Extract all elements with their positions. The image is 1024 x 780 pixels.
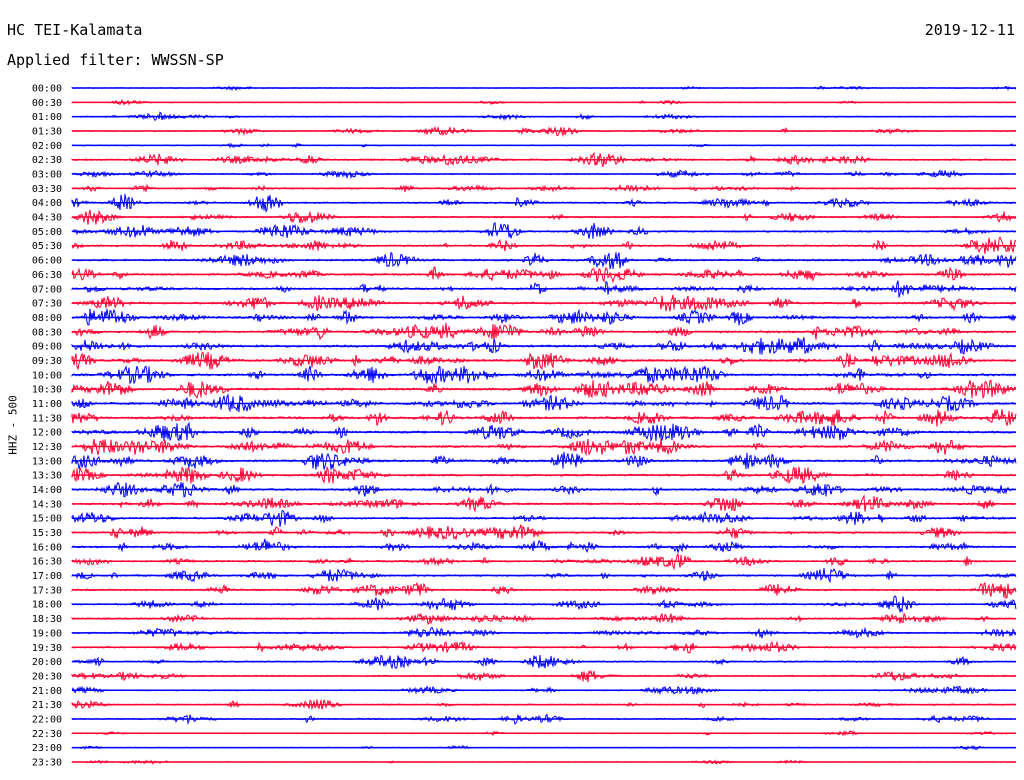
time-tick-label: 03:30	[32, 184, 62, 195]
time-tick-label: 15:00	[32, 514, 62, 525]
time-tick-label: 09:30	[32, 356, 62, 367]
time-tick-label: 13:00	[32, 456, 62, 467]
time-tick-labels: 00:00 00:30 01:00 01:30 02:00 02:30 03:00 03:30…	[32, 84, 62, 769]
time-tick-label: 14:30	[32, 499, 62, 510]
time-tick-label: 03:00	[32, 170, 62, 181]
seismic-traces	[71, 85, 1017, 765]
time-tick-label: 01:00	[32, 112, 62, 123]
time-tick-label: 10:00	[32, 370, 62, 381]
time-tick-label: 15:30	[32, 528, 62, 539]
time-tick-label: 07:00	[32, 284, 62, 295]
time-tick-label: 22:30	[32, 729, 62, 740]
time-tick-label: 20:00	[32, 657, 62, 668]
time-tick-label: 12:30	[32, 442, 62, 453]
time-tick-label: 11:00	[32, 399, 62, 410]
time-tick-label: 12:00	[32, 428, 62, 439]
time-tick-label: 21:00	[32, 686, 62, 697]
time-tick-label: 14:00	[32, 485, 62, 496]
time-tick-label: 04:00	[32, 198, 62, 209]
time-tick-label: 18:00	[32, 600, 62, 611]
trace-row-1600	[71, 538, 1017, 554]
time-tick-label: 22:00	[32, 714, 62, 725]
time-tick-label: 23:30	[32, 757, 62, 768]
station-title: HC TEI-Kalamata	[7, 21, 143, 39]
time-tick-label: 16:30	[32, 557, 62, 568]
filter-label: Applied filter: WWSSN-SP	[7, 51, 224, 69]
time-tick-label: 02:30	[32, 155, 62, 166]
time-tick-label: 17:00	[32, 571, 62, 582]
time-tick-label: 20:30	[32, 671, 62, 682]
time-tick-label: 00:30	[32, 98, 62, 109]
time-tick-label: 18:30	[32, 614, 62, 625]
time-tick-label: 13:30	[32, 471, 62, 482]
date-label: 2019-12-11	[924, 21, 1015, 39]
time-tick-label: 09:00	[32, 342, 62, 353]
time-tick-label: 05:00	[32, 227, 62, 238]
time-tick-label: 21:30	[32, 700, 62, 711]
time-tick-label: 06:00	[32, 256, 62, 267]
time-tick-label: 10:30	[32, 385, 62, 396]
time-tick-label: 02:00	[32, 141, 62, 152]
time-tick-label: 23:00	[32, 743, 62, 754]
time-tick-label: 19:00	[32, 628, 62, 639]
time-tick-label: 17:30	[32, 585, 62, 596]
time-tick-label: 11:30	[32, 413, 62, 424]
time-tick-label: 07:30	[32, 299, 62, 310]
time-tick-label: 05:30	[32, 241, 62, 252]
time-tick-label: 08:00	[32, 313, 62, 324]
time-tick-label: 06:30	[32, 270, 62, 281]
time-tick-label: 08:30	[32, 327, 62, 338]
trace-row-1700	[71, 567, 1017, 584]
time-tick-label: 04:30	[32, 213, 62, 224]
time-tick-label: 16:00	[32, 542, 62, 553]
time-tick-label: 19:30	[32, 643, 62, 654]
time-tick-label: 00:00	[32, 84, 62, 95]
time-tick-label: 01:30	[32, 127, 62, 138]
